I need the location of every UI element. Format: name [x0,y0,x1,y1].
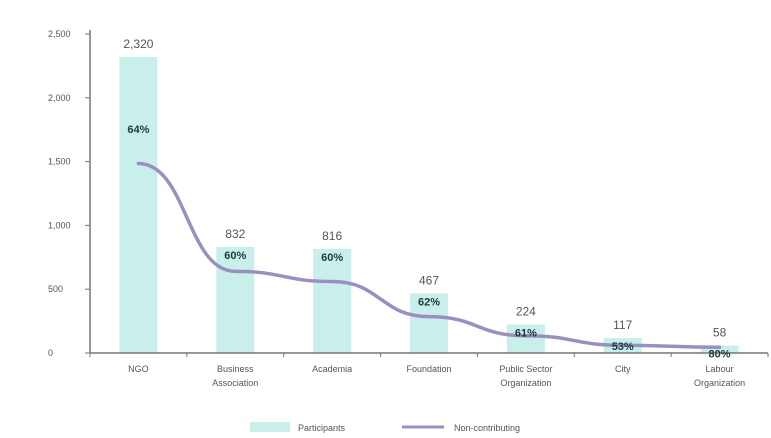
bar-value-label: 816 [322,229,342,243]
bar-3 [313,248,352,353]
y-tick-label: 2,000 [48,93,71,103]
bar-2 [216,246,255,353]
line-point-3 [330,279,334,284]
bar-value-label: 832 [225,227,245,241]
line-point-2 [233,269,237,273]
y-tick-label: 2,500 [48,29,71,39]
percent-label: 61% [515,327,537,339]
category-label: Public Sector Organization [499,364,552,388]
category-label: City [615,364,631,374]
bar-5 [506,324,545,353]
line-layer [136,161,722,350]
y-tick-label: 0 [48,348,53,358]
bar-value-label: 467 [419,273,439,287]
line-point-5 [524,334,528,338]
percent-label: 53% [612,341,634,353]
y-tick-label: 1,000 [48,220,71,230]
percent-label: 60% [224,250,246,262]
line-series-non-contributing [136,161,722,350]
category-label: Labour Organization [694,364,745,388]
percent-label: 64% [127,124,149,136]
legend-label-participants: Participants [298,423,346,433]
line-point-4 [427,315,431,319]
bar-value-label: 58 [713,326,727,340]
bar-4 [410,293,448,353]
line-point-1 [136,161,141,166]
category-label: Academia [312,364,352,374]
bar-value-label: 117 [613,318,632,332]
percent-label: 62% [418,296,440,308]
category-label: Foundation [406,364,451,374]
bars-layer [119,56,739,354]
line-point-7 [717,345,722,349]
legend: Participants Non-contributing [250,422,520,433]
y-tick-label: 500 [48,284,63,294]
percent-label: 80% [709,349,731,361]
bar-7 [700,345,739,353]
legend-label-non-contributing: Non-contributing [454,423,520,433]
y-tick-label: 1,500 [48,157,71,167]
bar-value-label: 224 [516,304,536,318]
legend-swatch-participants [250,422,290,432]
percent-label: 60% [321,252,343,264]
labels-layer: NGO Business Association Academia Foundation… [123,37,745,388]
line-point-6 [621,343,625,347]
bar-1 [119,56,158,354]
category-label: Business Association [212,364,258,388]
bar-value-label: 2,320 [123,37,153,51]
axis-layer: 0 500 1,000 1,500 2,000 2,500 [48,29,769,358]
category-label: NGO [128,364,149,374]
